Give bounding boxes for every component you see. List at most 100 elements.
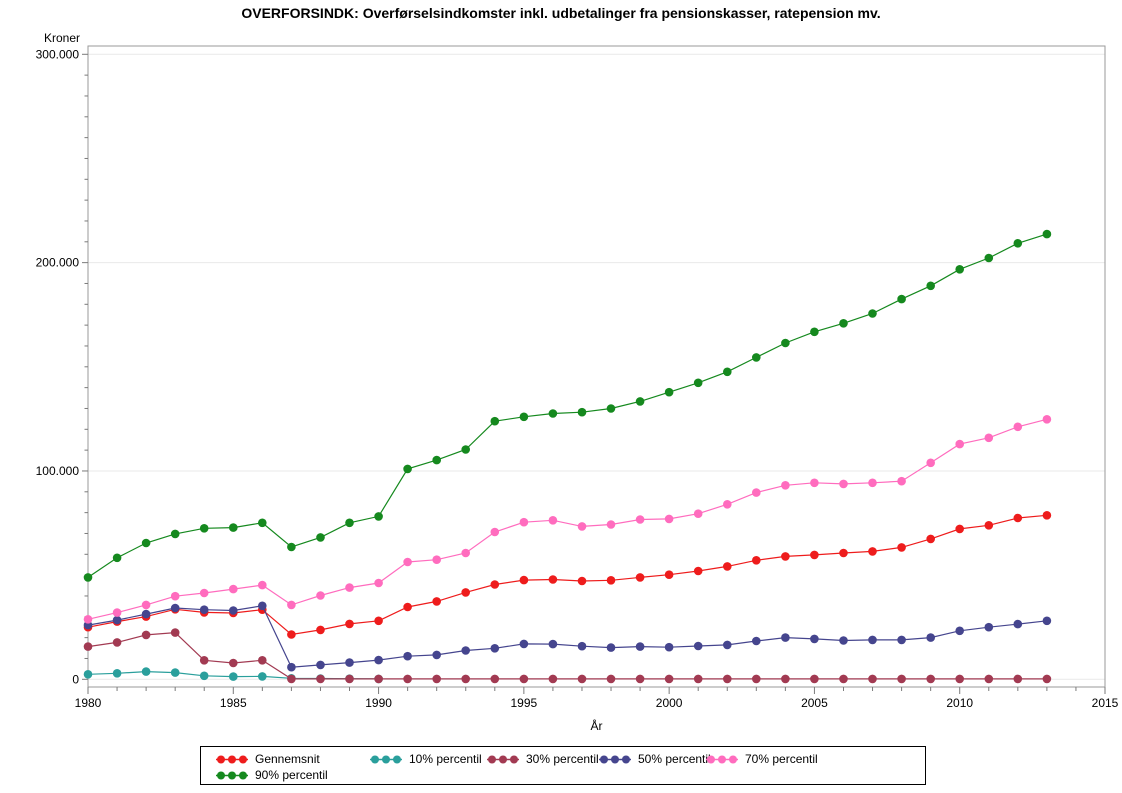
legend-entry-gennemsnit: Gennemsnit bbox=[215, 752, 320, 766]
data-point bbox=[287, 542, 296, 552]
data-point bbox=[403, 557, 412, 567]
data-point bbox=[926, 633, 935, 642]
legend-label: 10% percentil bbox=[409, 752, 482, 766]
data-point bbox=[112, 638, 122, 647]
x-tick-label: 1980 bbox=[75, 696, 102, 710]
data-point bbox=[112, 615, 122, 625]
legend-entry-90-percentil: 90% percentil bbox=[215, 768, 328, 782]
series-gennemsnit bbox=[83, 511, 1052, 639]
data-point bbox=[752, 488, 761, 497]
data-point bbox=[752, 556, 761, 565]
data-point bbox=[199, 656, 209, 665]
data-point bbox=[548, 674, 558, 684]
data-point bbox=[403, 674, 412, 684]
x-tick-label: 2010 bbox=[946, 696, 973, 710]
series-line bbox=[87, 418, 1048, 620]
data-point bbox=[897, 674, 906, 684]
x-tick-label: 2000 bbox=[656, 696, 683, 710]
data-point bbox=[868, 547, 877, 556]
data-point bbox=[664, 642, 674, 652]
data-point bbox=[635, 397, 645, 406]
data-point bbox=[693, 378, 703, 388]
data-point bbox=[229, 606, 238, 615]
data-point bbox=[316, 591, 325, 600]
y-tick-label: 200.000 bbox=[36, 256, 80, 270]
data-point bbox=[577, 576, 587, 586]
data-point bbox=[955, 674, 964, 684]
series-50-percentil bbox=[83, 601, 1052, 672]
data-point bbox=[664, 570, 674, 579]
legend-marker-dot bbox=[611, 755, 619, 763]
legend: Gennemsnit 10% percentil 30% percentil 5… bbox=[200, 746, 926, 785]
data-point bbox=[345, 619, 354, 629]
data-point bbox=[693, 566, 703, 576]
x-axis-labels: 1980 1985 1990 1995 2000 2005 2010 2015 bbox=[75, 696, 1119, 710]
data-point bbox=[316, 625, 325, 635]
data-point bbox=[258, 580, 267, 590]
data-point bbox=[984, 253, 994, 263]
y-tick-label: 300.000 bbox=[36, 47, 80, 61]
data-point bbox=[1042, 415, 1052, 424]
data-point bbox=[635, 674, 645, 684]
legend-marker-dot bbox=[239, 771, 247, 779]
data-point bbox=[83, 670, 93, 679]
data-point bbox=[1042, 229, 1052, 239]
data-point bbox=[432, 555, 442, 564]
data-point bbox=[635, 515, 645, 524]
legend-entry-10-percentil: 10% percentil bbox=[369, 752, 482, 766]
legend-marker-dot bbox=[382, 755, 390, 763]
data-point bbox=[461, 588, 471, 597]
data-point bbox=[781, 481, 790, 490]
plot-frame bbox=[87, 45, 1106, 688]
data-point bbox=[229, 584, 238, 594]
legend-marker-50-percentil bbox=[599, 755, 631, 763]
x-axis-ticks bbox=[87, 687, 1106, 694]
data-point bbox=[752, 636, 761, 646]
data-point bbox=[984, 674, 994, 684]
data-point bbox=[810, 327, 819, 337]
data-point bbox=[752, 353, 761, 362]
data-point bbox=[984, 433, 994, 443]
data-point bbox=[83, 642, 93, 651]
legend-entry-30-percentil: 30% percentil bbox=[486, 752, 599, 766]
data-point bbox=[1013, 674, 1023, 684]
data-point bbox=[577, 674, 587, 684]
data-point bbox=[664, 387, 674, 397]
data-point bbox=[345, 583, 354, 592]
data-point bbox=[1042, 511, 1052, 520]
data-point bbox=[461, 445, 471, 454]
data-point bbox=[345, 674, 354, 684]
legend-marker-dot bbox=[393, 755, 401, 763]
data-point bbox=[374, 655, 383, 665]
legend-marker-dot bbox=[600, 755, 608, 763]
data-point bbox=[577, 407, 587, 417]
data-point bbox=[287, 630, 296, 639]
data-point bbox=[490, 416, 500, 426]
data-point bbox=[781, 674, 790, 684]
series-70-percentil bbox=[83, 415, 1052, 624]
data-point bbox=[229, 523, 238, 532]
data-point bbox=[258, 656, 267, 665]
data-point bbox=[316, 674, 325, 684]
legend-marker-30-percentil bbox=[487, 755, 519, 763]
legend-marker-dot bbox=[228, 755, 236, 763]
data-point bbox=[1013, 239, 1023, 248]
data-point bbox=[897, 294, 906, 304]
legend-label: Gennemsnit bbox=[255, 752, 320, 766]
legend-marker-10-percentil bbox=[370, 755, 402, 763]
data-point bbox=[170, 668, 180, 677]
data-point bbox=[781, 633, 790, 642]
data-point bbox=[519, 575, 529, 585]
data-point bbox=[955, 524, 964, 534]
legend-marker-dot bbox=[622, 755, 630, 763]
data-point bbox=[403, 464, 412, 474]
data-point bbox=[170, 591, 180, 601]
data-point bbox=[606, 404, 616, 413]
data-point bbox=[83, 573, 93, 582]
data-point bbox=[810, 550, 819, 560]
legend-marker-dot bbox=[488, 755, 496, 763]
data-point bbox=[1042, 616, 1052, 626]
data-point bbox=[984, 521, 994, 530]
legend-marker-dot bbox=[217, 771, 225, 779]
